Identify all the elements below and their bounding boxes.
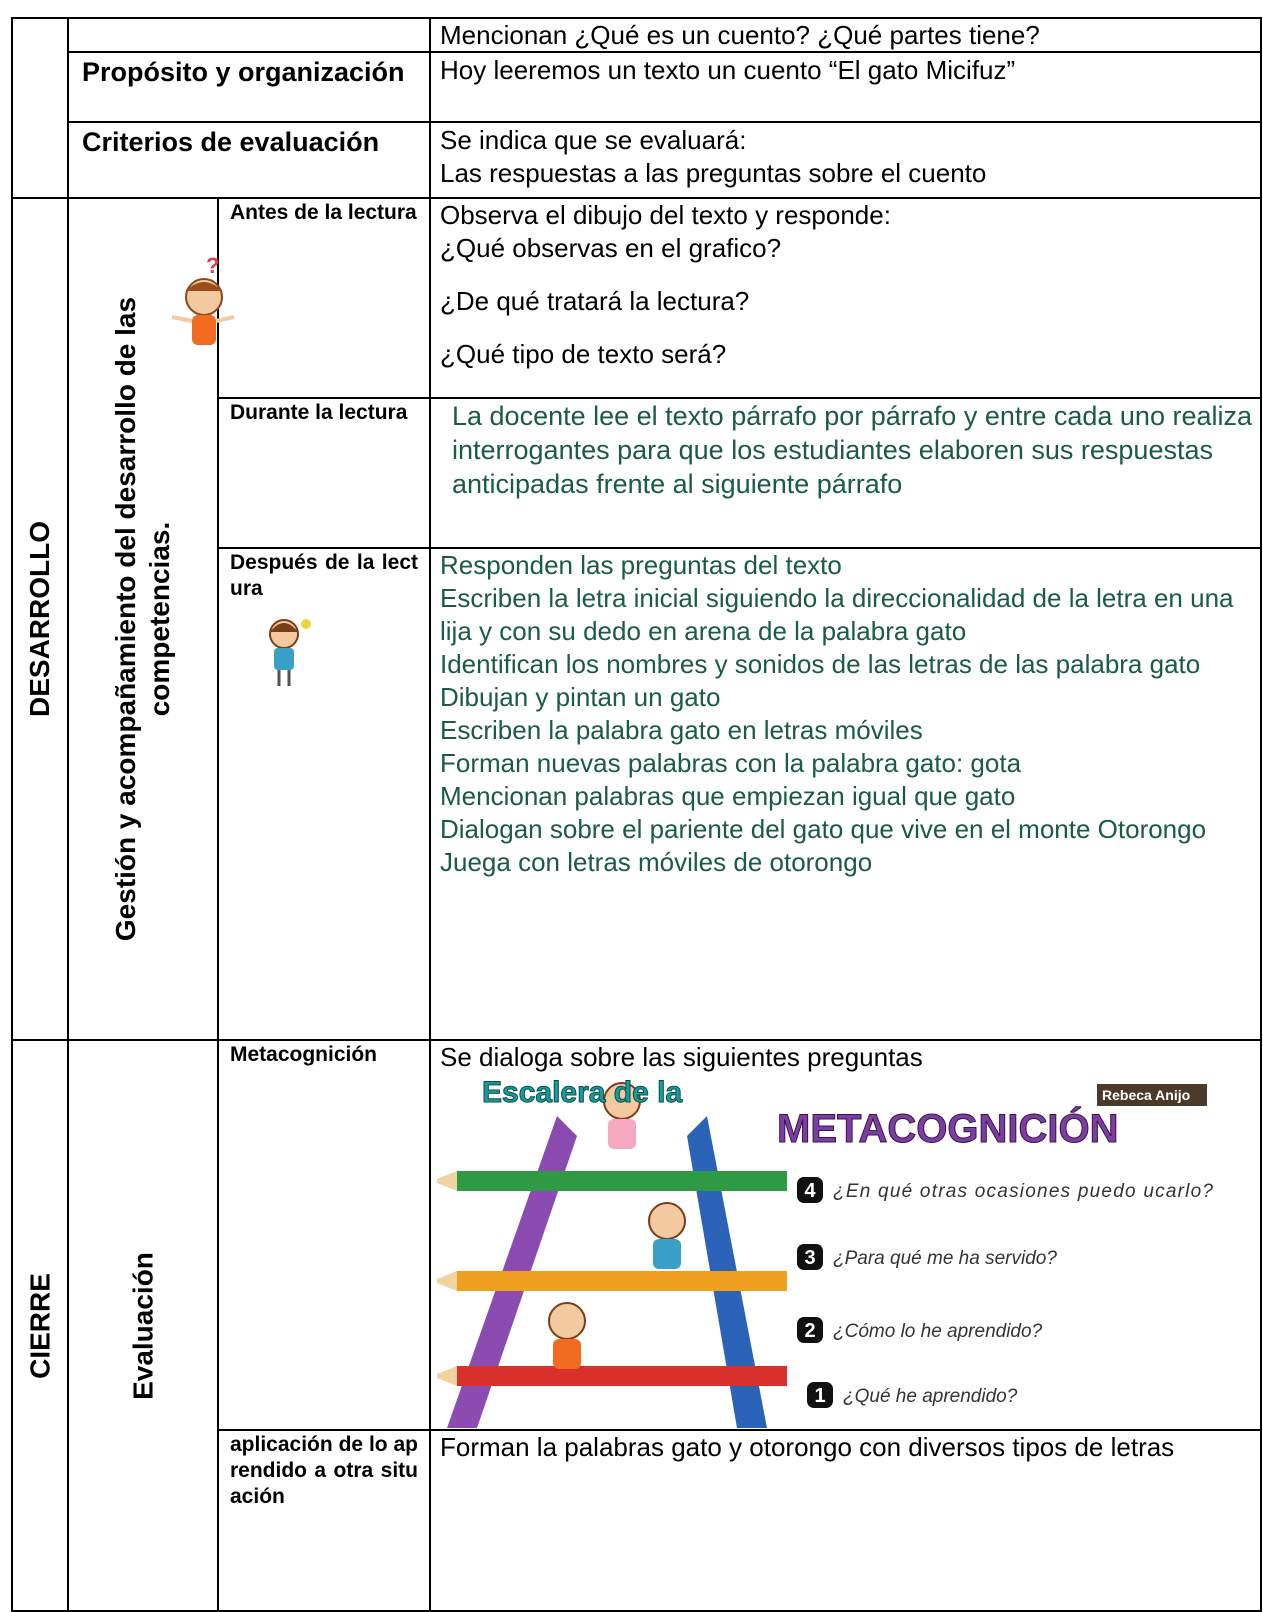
step-question: ¿Cómo lo he aprendido? xyxy=(833,1321,1043,1342)
stage-label: aplicación de lo aprendido a otra situac… xyxy=(230,1433,418,1508)
content-text: Las respuestas a las preguntas sobre el … xyxy=(440,158,987,188)
metacognition-image: Escalera de la Rebeca Anijo METACOGNICIÓN 4… xyxy=(437,1076,1213,1428)
content-text: Escriben la palabra gato en letras móvil… xyxy=(440,715,923,745)
table-cell xyxy=(11,17,69,199)
table-cell xyxy=(217,197,431,399)
child xyxy=(653,1239,681,1269)
content-text: Responden las preguntas del texto xyxy=(440,550,842,580)
content-text: La docente lee el texto párrafo por párr… xyxy=(452,401,1253,499)
stage-label: Durante la lectura xyxy=(230,401,408,424)
image-credit: Rebeca Anijo xyxy=(1102,1087,1190,1103)
content-block: Responden las preguntas del texto Escribe… xyxy=(440,549,1255,879)
image-subtitle: METACOGNICIÓN xyxy=(777,1105,1118,1151)
step-number: 3 xyxy=(804,1247,815,1269)
content-block: La docente lee el texto párrafo por párr… xyxy=(452,399,1255,501)
stage-label: Metacognición xyxy=(230,1043,378,1066)
content-block: Observa el dibujo del texto y responde: ¿… xyxy=(440,199,1255,371)
child xyxy=(553,1339,581,1369)
content-text: Observa el dibujo del texto y responde: xyxy=(440,200,891,230)
step-question: ¿En qué otras ocasiones puedo ucarlo? xyxy=(833,1181,1213,1202)
pencil xyxy=(457,1171,787,1191)
content-text: ¿De qué tratará la lectura? xyxy=(440,286,750,316)
step-badge xyxy=(807,1382,833,1408)
content-text: ¿Qué tipo de texto será? xyxy=(440,339,727,369)
content-text: Se indica que se evaluará: xyxy=(440,125,747,155)
content-text: Juega con letras móviles de otorongo xyxy=(440,847,873,877)
section-label: CIERRE xyxy=(24,1272,55,1379)
step-number: 2 xyxy=(804,1320,815,1342)
step-question: ¿Para qué me ha servido? xyxy=(833,1248,1057,1269)
girl-icon xyxy=(269,619,311,686)
pencil-tip xyxy=(437,1366,457,1386)
content-block: Se indica que se evaluará: Las respuestas… xyxy=(440,124,1255,190)
row-label: Propósito y organización xyxy=(82,57,405,87)
pencil xyxy=(457,1366,787,1386)
child xyxy=(608,1119,636,1149)
kid-icon: ? xyxy=(171,255,235,345)
table-cell xyxy=(217,547,431,1041)
content-text: Escriben la letra inicial siguiendo la d… xyxy=(440,583,1234,646)
content-text: Mencionan palabras que empiezan igual qu… xyxy=(440,781,1016,811)
pencil-tip xyxy=(437,1171,457,1191)
pencil xyxy=(457,1271,787,1291)
row-label: Criterios de evaluación xyxy=(82,127,380,157)
group-label: Gestión y acompañamiento del desarrollo … xyxy=(110,296,175,942)
content-text: Dialogan sobre el pariente del gato que … xyxy=(440,814,1207,844)
content-text: Forman nuevas palabras con la palabra ga… xyxy=(440,748,1022,778)
content-text: Se dialoga sobre las siguientes pregunta… xyxy=(440,1042,923,1072)
table-cell xyxy=(429,1429,1262,1612)
table-cell xyxy=(217,1039,431,1431)
content-text: Identifican los nombres y sonidos de las… xyxy=(440,649,1201,679)
pencil-tip xyxy=(437,1271,457,1291)
section-label: DESARROLLO xyxy=(24,521,55,717)
group-label: Evaluación xyxy=(127,1251,158,1400)
child xyxy=(548,1302,586,1340)
image-title: Escalera de la xyxy=(482,1076,682,1109)
content-block: Se dialoga sobre las siguientes pregunta… xyxy=(440,1041,1255,1074)
step-question: ¿Qué he aprendido? xyxy=(843,1386,1018,1407)
table-cell xyxy=(67,17,431,53)
child xyxy=(648,1202,686,1240)
content-text: Hoy leeremos un texto un cuento “El gato… xyxy=(440,55,1016,85)
step-number: 4 xyxy=(804,1180,816,1202)
step-badge xyxy=(797,1317,823,1343)
content-text: Mencionan ¿Qué es un cuento? ¿Qué partes… xyxy=(440,20,1040,50)
credit-box xyxy=(1097,1084,1207,1106)
content-text: Forman la palabras gato y otorongo con d… xyxy=(440,1432,1175,1462)
content-block: Hoy leeremos un texto un cuento “El gato… xyxy=(440,54,1255,87)
svg-text:?: ? xyxy=(206,255,219,278)
step-badge xyxy=(797,1244,823,1270)
content-text: Dibujan y pintan un gato xyxy=(440,682,721,712)
step-number: 1 xyxy=(814,1385,825,1407)
content-text: ¿Qué observas en el grafico? xyxy=(440,233,782,263)
stage-label: Después de la lectura xyxy=(230,551,418,600)
content-block: Forman la palabras gato y otorongo con d… xyxy=(440,1431,1255,1464)
stage-label: Antes de la lectura xyxy=(230,201,417,224)
step-badge xyxy=(797,1177,823,1203)
